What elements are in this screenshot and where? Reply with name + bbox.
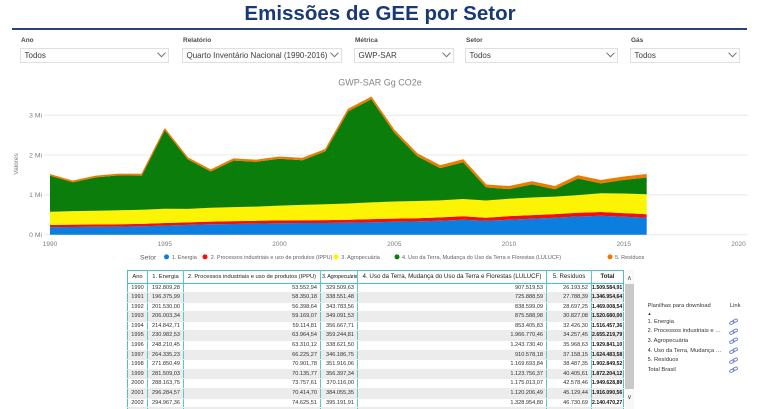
svg-text:2010: 2010 bbox=[502, 241, 517, 248]
svg-text:1990: 1990 bbox=[43, 241, 58, 248]
svg-text:2005: 2005 bbox=[387, 241, 402, 248]
svg-text:4. Uso da Terra, Mudança do Us: 4. Uso da Terra, Mudança do Uso da Terra… bbox=[402, 255, 561, 261]
svg-text:0 Mi: 0 Mi bbox=[29, 232, 42, 239]
svg-text:1 Mi: 1 Mi bbox=[29, 192, 42, 199]
svg-text:2020: 2020 bbox=[731, 241, 746, 248]
svg-text:GWP-SAR Gg CO2e: GWP-SAR Gg CO2e bbox=[338, 78, 422, 88]
svg-text:3. Agropecuária: 3. Agropecuária bbox=[341, 255, 380, 261]
svg-text:Valores: Valores bbox=[13, 152, 20, 174]
svg-text:5. Resíduos: 5. Resíduos bbox=[615, 255, 645, 261]
svg-text:3 Mi: 3 Mi bbox=[29, 113, 42, 120]
svg-text:2 Mi: 2 Mi bbox=[29, 152, 42, 159]
svg-text:1. Energia: 1. Energia bbox=[172, 255, 198, 261]
svg-text:2000: 2000 bbox=[272, 241, 287, 248]
svg-text:2015: 2015 bbox=[617, 241, 632, 248]
svg-text:2. Processos industriais e uso: 2. Processos industriais e uso de produt… bbox=[211, 255, 333, 261]
svg-text:1995: 1995 bbox=[158, 241, 173, 248]
svg-text:Setor: Setor bbox=[140, 254, 157, 261]
